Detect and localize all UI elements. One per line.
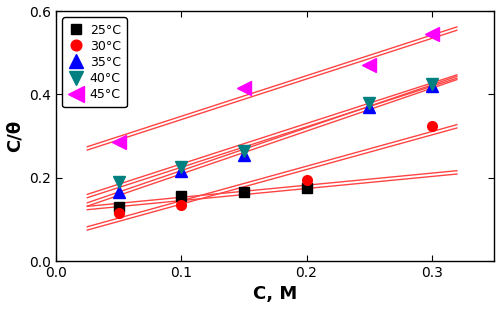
45°C	[241, 86, 247, 90]
45°C	[116, 140, 121, 144]
40°C	[429, 82, 435, 86]
25°C	[241, 190, 247, 194]
35°C	[178, 170, 184, 173]
35°C	[429, 84, 435, 88]
35°C	[241, 153, 247, 157]
Line: 25°C: 25°C	[114, 183, 312, 212]
Line: 35°C: 35°C	[112, 80, 438, 199]
30°C	[116, 211, 121, 215]
30°C	[178, 203, 184, 207]
40°C	[241, 149, 247, 152]
Legend: 25°C, 30°C, 35°C, 40°C, 45°C: 25°C, 30°C, 35°C, 40°C, 45°C	[62, 17, 127, 107]
25°C	[178, 195, 184, 198]
Y-axis label: C/θ: C/θ	[6, 120, 24, 152]
35°C	[116, 190, 121, 194]
40°C	[366, 101, 372, 104]
40°C	[178, 165, 184, 169]
45°C	[366, 63, 372, 67]
35°C	[366, 105, 372, 109]
30°C	[304, 178, 310, 182]
Line: 30°C: 30°C	[114, 121, 436, 218]
45°C	[429, 32, 435, 36]
30°C	[429, 124, 435, 128]
Line: 40°C: 40°C	[112, 78, 438, 188]
25°C	[304, 186, 310, 190]
Line: 45°C: 45°C	[112, 27, 439, 149]
40°C	[116, 180, 121, 184]
X-axis label: C, M: C, M	[253, 286, 298, 303]
25°C	[116, 205, 121, 209]
